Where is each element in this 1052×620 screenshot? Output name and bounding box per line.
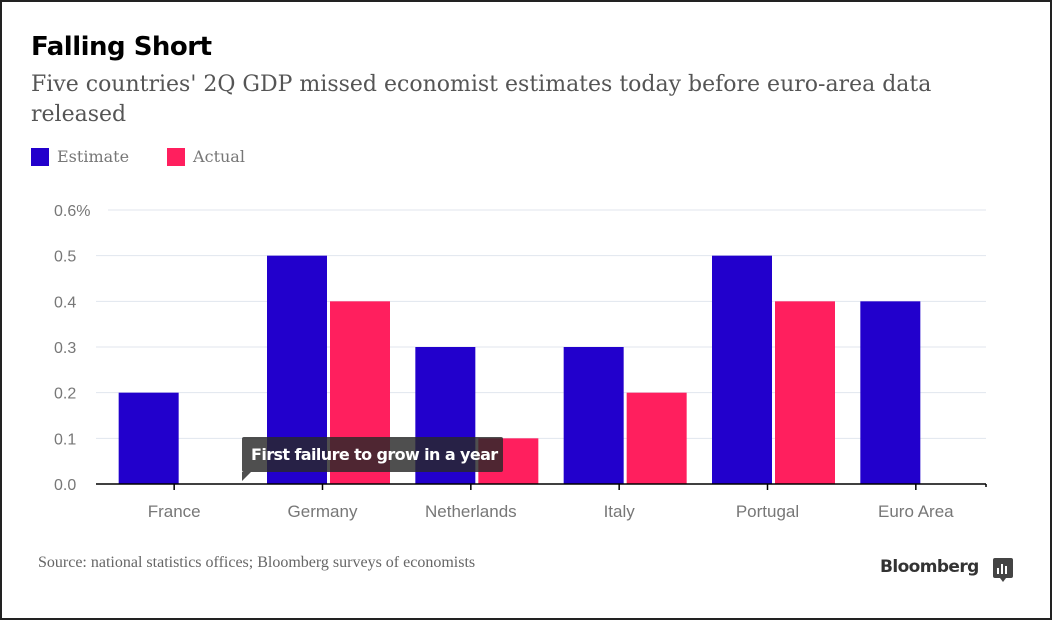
x-tick-label: Germany (288, 502, 358, 521)
chart-title: Falling Short (31, 32, 212, 62)
x-tick-label: Netherlands (425, 502, 517, 521)
annotation-pointer (242, 472, 251, 481)
x-tick-label: Italy (604, 502, 636, 521)
y-tick-label: 0.5 (54, 249, 76, 266)
y-tick-label: 0.4 (54, 294, 76, 311)
legend-item-estimate[interactable]: Estimate (31, 147, 129, 166)
bar-estimate-portugal (712, 255, 772, 484)
legend-item-actual[interactable]: Actual (167, 147, 245, 166)
x-tick-label: Euro Area (878, 502, 954, 521)
bar-estimate-france (118, 392, 179, 484)
bar-estimate-euro-area (860, 301, 921, 484)
bar-estimate-italy (563, 347, 624, 484)
legend-swatch-actual (167, 147, 186, 166)
annotation-box (242, 437, 503, 472)
bloomberg-logo-text: Bloomberg (880, 557, 979, 577)
x-tick-label: France (148, 502, 201, 521)
chart-subtitle: Five countries' 2Q GDP missed economist … (31, 72, 932, 127)
y-tick-label: 0.1 (54, 431, 76, 448)
y-tick-label: 0.3 (54, 340, 76, 357)
legend: Estimate Actual (31, 147, 283, 166)
annotation-tooltip: First failure to grow in a year (242, 437, 503, 481)
legend-label-estimate: Estimate (57, 147, 130, 166)
x-tick-label: Portugal (736, 502, 799, 521)
legend-label-actual: Actual (193, 147, 245, 166)
annotation-text: First failure to grow in a year (251, 445, 498, 464)
bar-actual-portugal (775, 301, 835, 484)
y-tick-label: 0.6% (54, 203, 90, 220)
bar-actual-italy (626, 392, 687, 484)
y-tick-label: 0.0 (54, 477, 76, 494)
y-tick-label: 0.2 (54, 386, 76, 403)
legend-swatch-estimate (31, 147, 49, 166)
source-note: Source: national statistics offices; Blo… (38, 554, 476, 571)
bloomberg-chart-icon (993, 558, 1013, 582)
